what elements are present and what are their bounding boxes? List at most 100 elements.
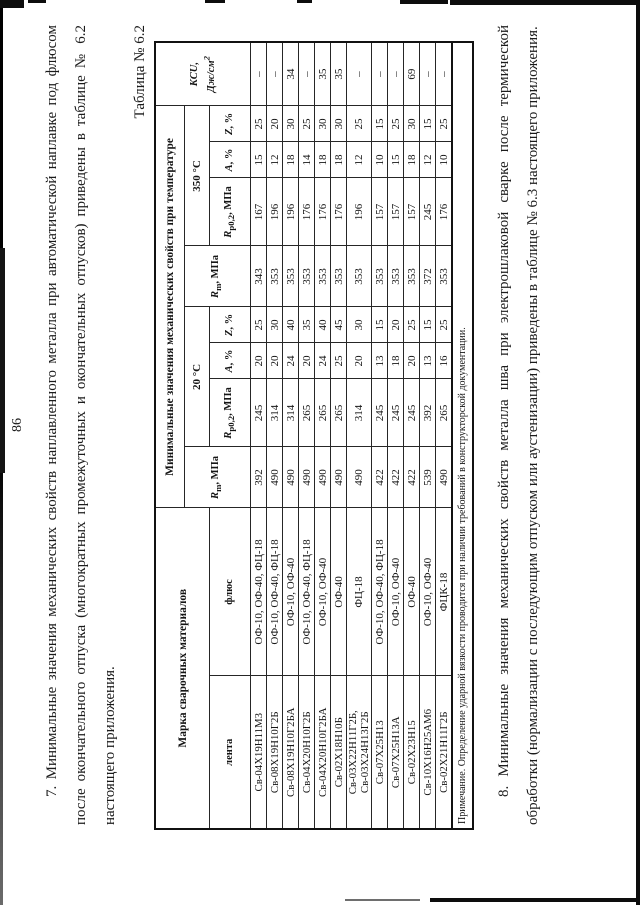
cell-a20: 20 [298,342,315,379]
table-row: Св-04Х20Н10Г2БА ОФ-10, ОФ-40 490 265 24 40 353… [314,41,331,829]
cell-lenta: Св-10Х16Н25АМ6 [419,676,436,829]
cell-rp20: 245 [403,378,420,447]
scan-edge-right [636,0,640,905]
paragraph-7: 7. Минимальные значения механических сво… [44,25,118,825]
cell-rp350: 176 [330,177,347,246]
cell-lenta: Св-04Х20Н10Г2Б [298,676,315,829]
cell-a350: 15 [387,141,404,178]
scan-edge-bottom-right [430,898,640,902]
scan-edge-top-left [0,0,24,8]
cell-a350: 12 [266,141,283,178]
cell-a20: 25 [330,342,347,379]
cell-z20: 25 [403,306,420,343]
cell-z350: 20 [266,105,283,142]
cell-rp350: 157 [403,177,420,246]
cell-kcu: – [435,41,452,106]
cell-rm20: 490 [314,446,331,508]
scan-edge-bottom-dash [345,899,420,901]
cell-z350: 25 [298,105,315,142]
table-body: Св-04Х19Н11М3 ОФ-10, ОФ-40, ФЦ-18 392 245 20… [250,41,473,829]
cell-rp350: 245 [419,177,436,246]
cell-a350: 18 [314,141,331,178]
header-a-350: А, % [209,141,251,178]
header-rm-350: Rm, МПа [184,245,251,307]
cell-a350: 10 [435,141,452,178]
cell-a350: 14 [298,141,315,178]
cell-rp20: 265 [314,378,331,447]
cell-rm350: 353 [314,245,331,307]
cell-rp350: 157 [371,177,388,246]
cell-z20: 45 [330,306,347,343]
cell-lenta: Св-04Х19Н11М3 [250,676,267,829]
cell-z20: 30 [266,306,283,343]
cell-rm20: 422 [387,446,404,508]
cell-rp20: 265 [435,378,452,447]
cell-flux: ОФ-10, ОФ-40, ФЦ-18 [250,507,267,676]
cell-kcu: – [371,41,388,106]
cell-a350: 12 [346,141,372,178]
cell-flux: ОФ-10, ОФ-40 [419,507,436,676]
scan-edge-top-dash [28,0,46,3]
cell-flux: ОФ-10, ОФ-40 [387,507,404,676]
cell-rp350: 196 [266,177,283,246]
cell-z350: 25 [250,105,267,142]
header-rp-350: Rp0,2, МПа [209,177,251,246]
header-z-20: Z, % [209,306,251,343]
scan-edge-top-dash [297,0,312,3]
scan-edge-top-dash [400,0,448,4]
cell-kcu: 35 [314,41,331,106]
cell-z20: 30 [346,306,372,343]
cell-rm20: 422 [403,446,420,508]
cell-rp350: 176 [298,177,315,246]
cell-a350: 15 [250,141,267,178]
header-temp-350: 350 °С [184,105,210,246]
cell-z20: 25 [250,306,267,343]
table-6-2: Марка сварочных материалов Минимальные з… [154,40,474,830]
cell-kcu: – [298,41,315,106]
cell-kcu: 34 [282,41,299,106]
cell-rm350: 353 [282,245,299,307]
table-row: Св-02Х18Н10Б ОФ-40 490 265 25 45 353 176 18 30 35 [330,41,347,829]
cell-a350: 18 [282,141,299,178]
cell-rm20: 539 [419,446,436,508]
header-temp-20: 20 °С [184,306,210,447]
cell-lenta: Св-02Х18Н10Б [330,676,347,829]
cell-rm20: 490 [346,446,372,508]
scan-edge-left-rough [0,248,5,473]
cell-lenta: Св-03Х22Н11Г2Б, Св-03Х24Н13Г2Б [346,676,372,829]
cell-flux: ОФ-40 [330,507,347,676]
header-lenta: лента [209,676,251,829]
header-row-1: Марка сварочных материалов Минимальные з… [155,41,251,829]
cell-rp20: 245 [371,378,388,447]
cell-lenta: Св-04Х20Н10Г2БА [314,676,331,829]
cell-rp350: 196 [282,177,299,246]
cell-z20: 20 [387,306,404,343]
cell-z20: 15 [419,306,436,343]
cell-rm350: 353 [298,245,315,307]
cell-rm350: 353 [403,245,420,307]
cell-rp350: 176 [314,177,331,246]
table-caption: Таблица № 6.2 [132,25,148,119]
cell-z350: 30 [282,105,299,142]
kcu-unit: Дж/см2 [201,55,218,93]
cell-z350: 30 [403,105,420,142]
cell-a350: 18 [403,141,420,178]
cell-z20: 40 [314,306,331,343]
kcu-label: KCU, [188,62,200,87]
scan-edge-top-dash [205,0,225,3]
cell-rm20: 490 [282,446,299,508]
cell-kcu: – [266,41,283,106]
cell-rm20: 490 [266,446,283,508]
cell-flux: ОФ-10, ОФ-40 [282,507,299,676]
cell-kcu: – [387,41,404,106]
cell-rm20: 422 [371,446,388,508]
cell-z350: 30 [330,105,347,142]
header-kcu: KCU, Дж/см2 [155,41,251,106]
cell-lenta: Св-08Х19Н10Г2Б [266,676,283,829]
cell-z350: 15 [371,105,388,142]
cell-rm20: 490 [298,446,315,508]
cell-rm350: 353 [330,245,347,307]
table-row: Св-08Х19Н10Г2БА ОФ-10, ОФ-40 490 314 24 40 353… [282,41,299,829]
cell-rm20: 392 [250,446,267,508]
